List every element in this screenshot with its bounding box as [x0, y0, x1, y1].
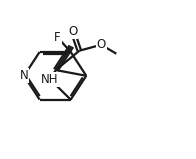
- Text: O: O: [97, 38, 106, 51]
- Text: O: O: [68, 25, 77, 38]
- Text: NH: NH: [41, 73, 59, 86]
- Text: F: F: [54, 31, 61, 44]
- Text: N: N: [20, 69, 28, 82]
